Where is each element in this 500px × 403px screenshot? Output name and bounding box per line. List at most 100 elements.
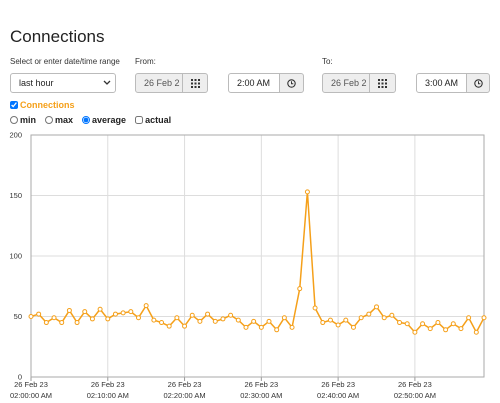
x-tick-label: 02:50:00 AM <box>394 391 436 400</box>
chart: 0 50 100 150 200 26 Feb 23 02:00:00 AM 26 Feb 2… <box>9 131 487 400</box>
point <box>212 318 218 324</box>
point <box>143 303 149 309</box>
point <box>374 304 380 310</box>
point <box>327 317 333 323</box>
point <box>443 327 449 333</box>
calendar-icon <box>378 78 387 88</box>
option-input[interactable] <box>45 116 54 124</box>
calendar-icon <box>190 78 200 88</box>
point <box>74 320 80 326</box>
x-tick-label: 02:10:00 AM <box>87 391 129 400</box>
from-time[interactable]: 2:00 AM <box>228 73 280 93</box>
from-date[interactable]: 26 Feb 2 <box>135 73 183 93</box>
point <box>120 310 126 316</box>
point <box>420 321 426 327</box>
option[interactable]: max <box>45 115 73 125</box>
option[interactable]: average <box>82 115 126 125</box>
x-tick-label: 02:30:00 AM <box>240 391 282 400</box>
point <box>343 317 349 323</box>
point <box>358 315 364 321</box>
to-time-text: 3:00 AM <box>425 78 459 88</box>
point <box>481 315 487 321</box>
option-input[interactable] <box>82 116 91 124</box>
point <box>36 311 42 317</box>
point <box>320 320 326 326</box>
point <box>473 329 479 335</box>
x-tick-label: 26 Feb 23 <box>168 380 202 389</box>
to-label: To: <box>322 57 333 66</box>
from-clock-button[interactable] <box>279 73 304 93</box>
point <box>258 324 264 330</box>
point <box>174 315 180 321</box>
point <box>112 311 118 317</box>
point <box>366 311 372 317</box>
point <box>66 307 72 313</box>
point <box>404 321 410 327</box>
series-toggle[interactable]: Connections <box>10 100 75 110</box>
page-title: Connections <box>10 27 105 46</box>
to-time[interactable]: 3:00 AM <box>416 73 467 93</box>
point <box>312 305 318 311</box>
point <box>274 327 280 333</box>
point <box>189 312 195 318</box>
from-time-text: 2:00 AM <box>237 78 271 88</box>
option-label: min <box>20 115 37 125</box>
point <box>166 323 172 329</box>
series-checkbox[interactable] <box>10 101 18 109</box>
to-calendar-button[interactable] <box>369 73 396 93</box>
to-date-text: 26 Feb 2 <box>331 78 367 88</box>
range-select[interactable]: last hour <box>10 73 116 93</box>
point <box>128 309 134 315</box>
y-tick-label: 50 <box>14 312 22 321</box>
plot-border <box>30 134 485 378</box>
point <box>228 312 234 318</box>
point <box>97 306 103 312</box>
point <box>381 315 387 321</box>
point <box>197 318 203 324</box>
x-tick-label: 26 Feb 23 <box>398 380 432 389</box>
y-tick-label: 100 <box>9 252 22 261</box>
to-clock-button[interactable] <box>466 73 490 93</box>
point <box>28 314 34 319</box>
point <box>297 286 303 292</box>
point <box>289 324 295 330</box>
range-value: last hour <box>19 78 54 88</box>
x-tick-label: 26 Feb 23 <box>244 380 278 389</box>
point <box>89 316 95 322</box>
to-date[interactable]: 26 Feb 2 <box>322 73 370 93</box>
from-label: From: <box>135 57 156 66</box>
point <box>251 318 257 324</box>
y-tick-label: 0 <box>18 373 22 382</box>
range-label: Select or enter date/time range <box>10 57 120 66</box>
option-label: actual <box>145 115 172 125</box>
series-name: Connections <box>20 100 75 110</box>
x-tick-label: 02:00:00 AM <box>10 391 52 400</box>
from-calendar-button[interactable] <box>182 73 208 93</box>
point <box>82 309 88 315</box>
point <box>335 322 341 328</box>
options: min max average actual <box>10 115 171 125</box>
y-tick-label: 200 <box>9 131 22 140</box>
point <box>135 315 141 321</box>
point <box>466 315 472 321</box>
point <box>350 324 356 330</box>
point <box>151 317 157 323</box>
point <box>220 316 226 322</box>
point <box>51 315 57 321</box>
point <box>205 311 211 317</box>
option[interactable]: min <box>10 115 36 125</box>
dropdown-arrow <box>103 80 111 85</box>
point <box>43 320 49 326</box>
y-tick-label: 150 <box>9 191 22 200</box>
x-tick-label: 26 Feb 23 <box>14 380 48 389</box>
x-tick-label: 02:20:00 AM <box>163 391 205 400</box>
point <box>435 320 441 326</box>
option[interactable]: actual <box>135 115 171 125</box>
option-input[interactable] <box>135 116 144 124</box>
option-input[interactable] <box>10 116 18 124</box>
point <box>427 326 433 332</box>
point <box>450 321 456 327</box>
point <box>458 326 464 332</box>
x-tick-label: 26 Feb 23 <box>321 380 355 389</box>
